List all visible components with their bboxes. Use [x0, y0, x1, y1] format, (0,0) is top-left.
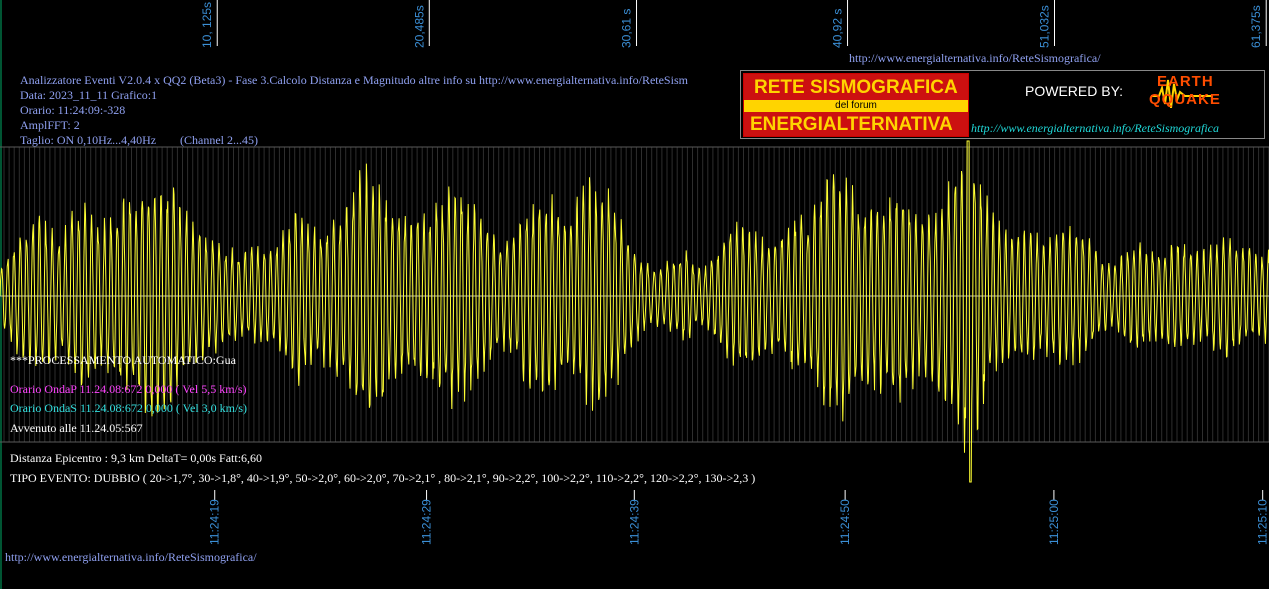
logo-brand1: EARTH	[1157, 73, 1214, 90]
url-top[interactable]: http://www.energialternativa.info/ReteSi…	[849, 51, 1101, 65]
logo-brand2: QQUAKE	[1149, 91, 1221, 108]
top-tick-label: 51,032s	[1038, 5, 1052, 48]
orario-line: Orario: 11:24:09:-328	[20, 103, 126, 117]
seismic-trace	[0, 140, 1269, 483]
auto-processing-line: ***PROCESSAMENTO AUTOMATICO:Gua	[10, 353, 236, 367]
tipo-evento-line: TIPO EVENTO: DUBBIO ( 20->1,7°, 30->1,8°…	[10, 471, 756, 485]
channel-line: (Channel 2...45)	[180, 133, 258, 147]
top-tick-label: 40,92 s	[831, 9, 845, 48]
top-tick-label: 10, 125s	[200, 2, 214, 48]
logo-url[interactable]: http://www.energialternativa.info/ReteSi…	[971, 121, 1219, 135]
distanza-line: Distanza Epicentro : 9,3 km DeltaT= 0,00…	[10, 451, 263, 465]
bottom-tick-label: 11:24:39	[627, 499, 641, 545]
onda-s-line: Orario OndaS 11.24.08:672 0,000 ( Vel 3,…	[10, 401, 247, 415]
bottom-tick-label: 11:24:19	[208, 499, 222, 545]
url-bottom[interactable]: http://www.energialternativa.info/ReteSi…	[5, 550, 257, 564]
rete-sismografica-logo[interactable]: RETE SISMOGRAFICA del forum ENERGIALTERN…	[740, 70, 1265, 139]
bottom-tick-label: 11:24:50	[838, 499, 852, 545]
bottom-tick-label: 11:25:00	[1047, 499, 1061, 545]
bottom-tick-label: 11:24:29	[420, 499, 434, 545]
seismic-wave-icon	[1151, 79, 1213, 108]
top-tick-label: 20,485s	[412, 5, 426, 48]
logo-line2: del forum	[835, 100, 877, 111]
powered-by-label: POWERED BY:	[1025, 83, 1124, 99]
logo-line1: RETE SISMOGRAFICA	[754, 77, 958, 98]
onda-p-line: Orario OndaP 11.24.08:672 0,000 ( Vel 5,…	[10, 382, 247, 396]
top-tick-label: 30,61 s	[620, 9, 634, 48]
ampl-line: AmplFFT: 2	[20, 118, 80, 132]
data-line: Data: 2023_11_11 Grafico:1	[20, 88, 158, 102]
top-tick-label: 61,375s	[1249, 5, 1263, 48]
avvenuto-line: Avvenuto alle 11.24.05:567	[10, 421, 143, 435]
logo-badge: RETE SISMOGRAFICA del forum ENERGIALTERN…	[743, 73, 969, 137]
taglio-line: Taglio: ON 0,10Hz...4,40Hz	[20, 133, 157, 147]
logo-line3: ENERGIALTERNATIVA	[750, 114, 953, 135]
bottom-tick-label: 11:25:10	[1256, 499, 1269, 545]
analyzer-line: Analizzatore Eventi V2.0.4 x QQ2 (Beta3)…	[20, 73, 688, 87]
